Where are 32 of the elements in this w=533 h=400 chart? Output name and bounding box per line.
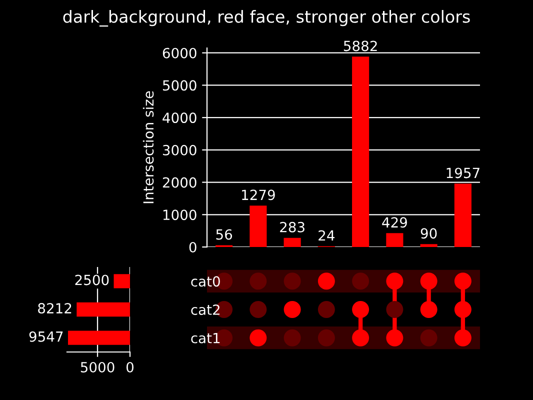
- bar: [386, 233, 404, 247]
- bar: [284, 238, 301, 247]
- y-tick-label: 4000: [162, 112, 196, 124]
- y-tick-label: cat0: [191, 276, 220, 287]
- bar: [114, 274, 130, 288]
- chart-title: dark_background, red face, stronger other colors: [63, 10, 470, 27]
- data-label: 2500: [75, 274, 109, 286]
- data-label: 24: [318, 230, 334, 241]
- data-label: 429: [382, 217, 407, 228]
- bar: [76, 302, 130, 317]
- data-label: 1279: [242, 190, 275, 200]
- y-axis-title: Intersection size: [142, 91, 154, 204]
- bar: [352, 56, 370, 247]
- data-label: 283: [280, 222, 304, 232]
- data-label: 56: [216, 229, 232, 240]
- y-tick-label: cat2: [191, 304, 220, 315]
- bar: [454, 184, 472, 247]
- data-label: 1957: [446, 168, 480, 178]
- y-tick-label: 3000: [162, 144, 196, 156]
- y-tick-label: 2000: [162, 177, 196, 188]
- data-label: 8212: [38, 303, 72, 314]
- y-tick-label: 1000: [163, 210, 196, 220]
- y-tick-label: 0: [189, 242, 196, 252]
- bar: [420, 244, 438, 247]
- y-tick-label: 5000: [163, 80, 196, 91]
- data-label: 5882: [344, 40, 377, 52]
- data-label: 9547: [29, 331, 63, 342]
- y-tick-label: 6000: [162, 48, 196, 58]
- bar: [250, 206, 267, 247]
- bar: [68, 330, 130, 345]
- data-label: 90: [420, 228, 437, 239]
- y-tick-label: cat1: [191, 332, 220, 344]
